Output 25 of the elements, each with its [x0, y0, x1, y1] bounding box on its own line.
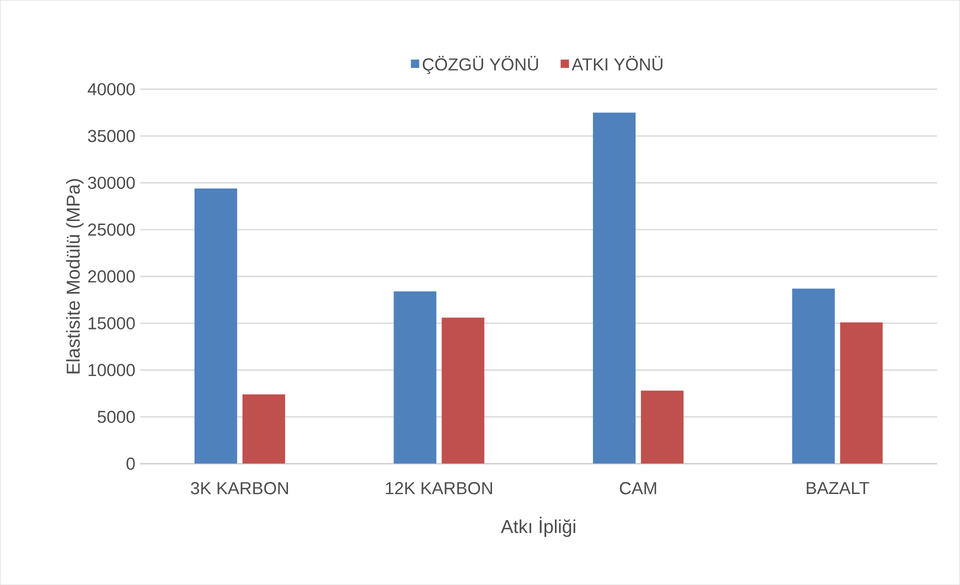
x-tick-label: BAZALT [806, 482, 870, 494]
x-axis-title: Atkı İpliği [500, 516, 576, 537]
bar [592, 112, 636, 464]
y-tick-label: 5000 [98, 410, 135, 423]
y-tick-label: 40000 [88, 82, 135, 96]
bar [242, 394, 286, 464]
x-tick-label: 3K KARBON [190, 482, 288, 494]
y-tick-label: 0 [126, 457, 135, 470]
bar [194, 188, 238, 464]
bar [442, 318, 484, 464]
y-tick-label: 30000 [88, 176, 135, 189]
legend-label: ATKI YÖNÜ [572, 56, 662, 70]
x-tick-label: 12K KARBON [386, 482, 492, 494]
bar [840, 322, 883, 464]
y-tick-label: 15000 [88, 317, 135, 330]
x-tick-label: CAM [620, 482, 656, 494]
legend-label: ÇÖZGÜ YÖNÜ [422, 56, 538, 74]
bar [792, 288, 835, 464]
y-tick-label: 20000 [88, 270, 135, 282]
y-tick-label: 25000 [88, 223, 135, 236]
y-tick-label: 10000 [88, 364, 135, 376]
y-tick-label: 35000 [88, 130, 135, 142]
y-axis-title: Elastisite Modülü (MPa) [66, 179, 84, 374]
bar [394, 291, 436, 464]
bar [640, 390, 684, 464]
